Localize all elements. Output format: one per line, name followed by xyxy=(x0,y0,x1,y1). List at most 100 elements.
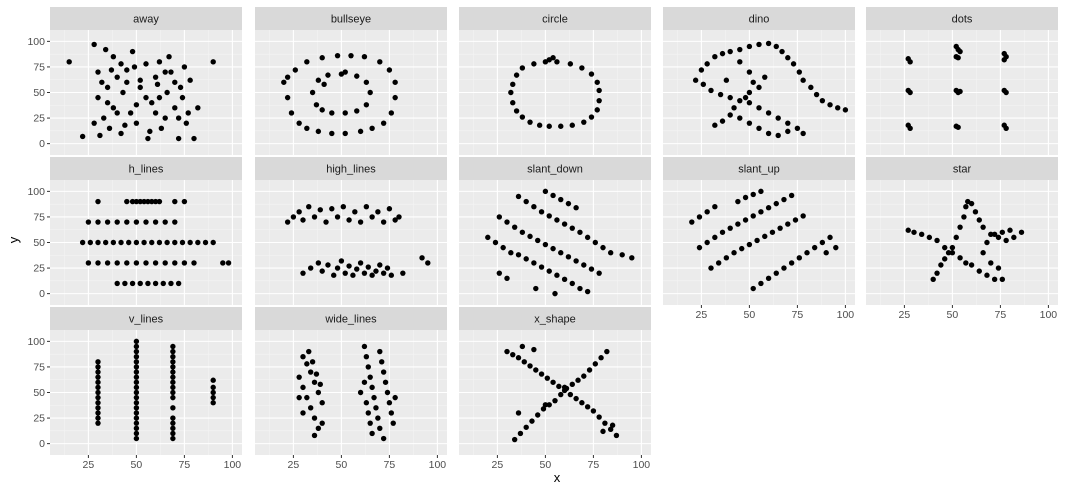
data-point xyxy=(546,213,552,219)
data-point xyxy=(957,255,963,261)
data-point xyxy=(342,110,348,116)
data-point xyxy=(191,260,197,266)
data-point xyxy=(149,198,155,205)
data-point xyxy=(554,59,560,65)
data-point xyxy=(999,229,1006,235)
x-tick-label: 75 xyxy=(792,309,804,321)
data-point xyxy=(775,115,781,121)
data-point xyxy=(95,69,101,75)
data-point xyxy=(388,410,395,416)
data-point xyxy=(354,108,360,114)
data-point xyxy=(143,94,149,101)
x-tick-label: 25 xyxy=(696,309,708,321)
data-point xyxy=(95,359,101,365)
data-point xyxy=(95,420,101,426)
data-point xyxy=(968,262,975,268)
data-point xyxy=(558,250,564,256)
data-point xyxy=(758,188,764,195)
data-point xyxy=(307,265,314,271)
facet-strip xyxy=(255,157,447,180)
y-tick-label: 25 xyxy=(33,113,45,125)
data-point xyxy=(496,214,503,220)
data-point xyxy=(698,67,705,73)
data-point xyxy=(380,120,387,126)
data-point xyxy=(579,65,585,71)
data-point xyxy=(371,394,377,401)
data-point xyxy=(304,59,310,65)
data-point xyxy=(504,219,510,225)
data-point xyxy=(531,346,537,353)
data-point xyxy=(521,359,527,365)
data-point xyxy=(552,290,558,297)
data-point xyxy=(905,227,911,233)
data-point xyxy=(170,435,176,442)
data-point xyxy=(556,383,562,390)
facet-strip-label: slant_down xyxy=(527,164,583,176)
data-point xyxy=(976,217,982,223)
data-point xyxy=(172,198,178,205)
data-point xyxy=(750,213,756,219)
data-point xyxy=(704,61,710,67)
facet-strip-label: dino xyxy=(749,14,770,26)
data-point xyxy=(377,425,383,431)
data-point xyxy=(133,359,140,365)
facet-circle: circle xyxy=(459,7,651,155)
data-point xyxy=(380,369,387,375)
x-tick-label: 75 xyxy=(179,459,191,471)
data-point xyxy=(97,132,103,139)
data-point xyxy=(133,420,140,426)
data-point xyxy=(386,67,393,73)
facet-high-lines: high_lines xyxy=(255,157,447,305)
data-point xyxy=(796,255,803,261)
data-point xyxy=(756,84,762,91)
data-point xyxy=(425,260,431,266)
data-point xyxy=(137,280,143,287)
data-point xyxy=(519,343,526,350)
data-point xyxy=(304,394,310,401)
data-point xyxy=(380,435,387,442)
data-point xyxy=(794,125,801,131)
y-tick-label: 100 xyxy=(27,186,45,198)
data-point xyxy=(727,225,733,231)
data-point xyxy=(727,94,733,101)
facet-strip xyxy=(50,157,242,180)
data-point xyxy=(210,59,216,65)
data-point xyxy=(143,61,149,67)
data-point xyxy=(104,260,111,266)
data-point xyxy=(762,233,768,240)
data-point xyxy=(788,192,795,199)
data-point xyxy=(319,400,325,406)
facet-strip-label: x_shape xyxy=(534,314,576,326)
data-point xyxy=(321,81,327,88)
data-point xyxy=(340,204,347,210)
data-point xyxy=(542,188,549,195)
data-point xyxy=(584,234,591,241)
facet-strip xyxy=(459,7,651,30)
data-point xyxy=(187,239,193,246)
data-point xyxy=(949,244,956,251)
data-point xyxy=(133,348,140,355)
data-point xyxy=(750,285,756,292)
data-point xyxy=(133,198,140,205)
data-point xyxy=(315,425,322,431)
data-point xyxy=(984,239,990,246)
data-point xyxy=(579,400,585,406)
data-point xyxy=(511,436,518,443)
data-point xyxy=(588,71,595,77)
data-point xyxy=(141,198,147,205)
data-point xyxy=(510,100,516,106)
data-point xyxy=(607,250,614,256)
data-point xyxy=(296,394,302,401)
data-point xyxy=(1018,229,1025,235)
data-point xyxy=(311,214,318,220)
data-point xyxy=(542,241,549,248)
data-point xyxy=(187,77,193,83)
data-point xyxy=(949,250,956,256)
data-point xyxy=(101,115,107,121)
facet-strip xyxy=(459,307,651,330)
data-point xyxy=(717,91,724,98)
data-point xyxy=(604,348,610,355)
data-point xyxy=(538,209,545,215)
data-point xyxy=(162,219,168,225)
data-point xyxy=(133,425,140,431)
